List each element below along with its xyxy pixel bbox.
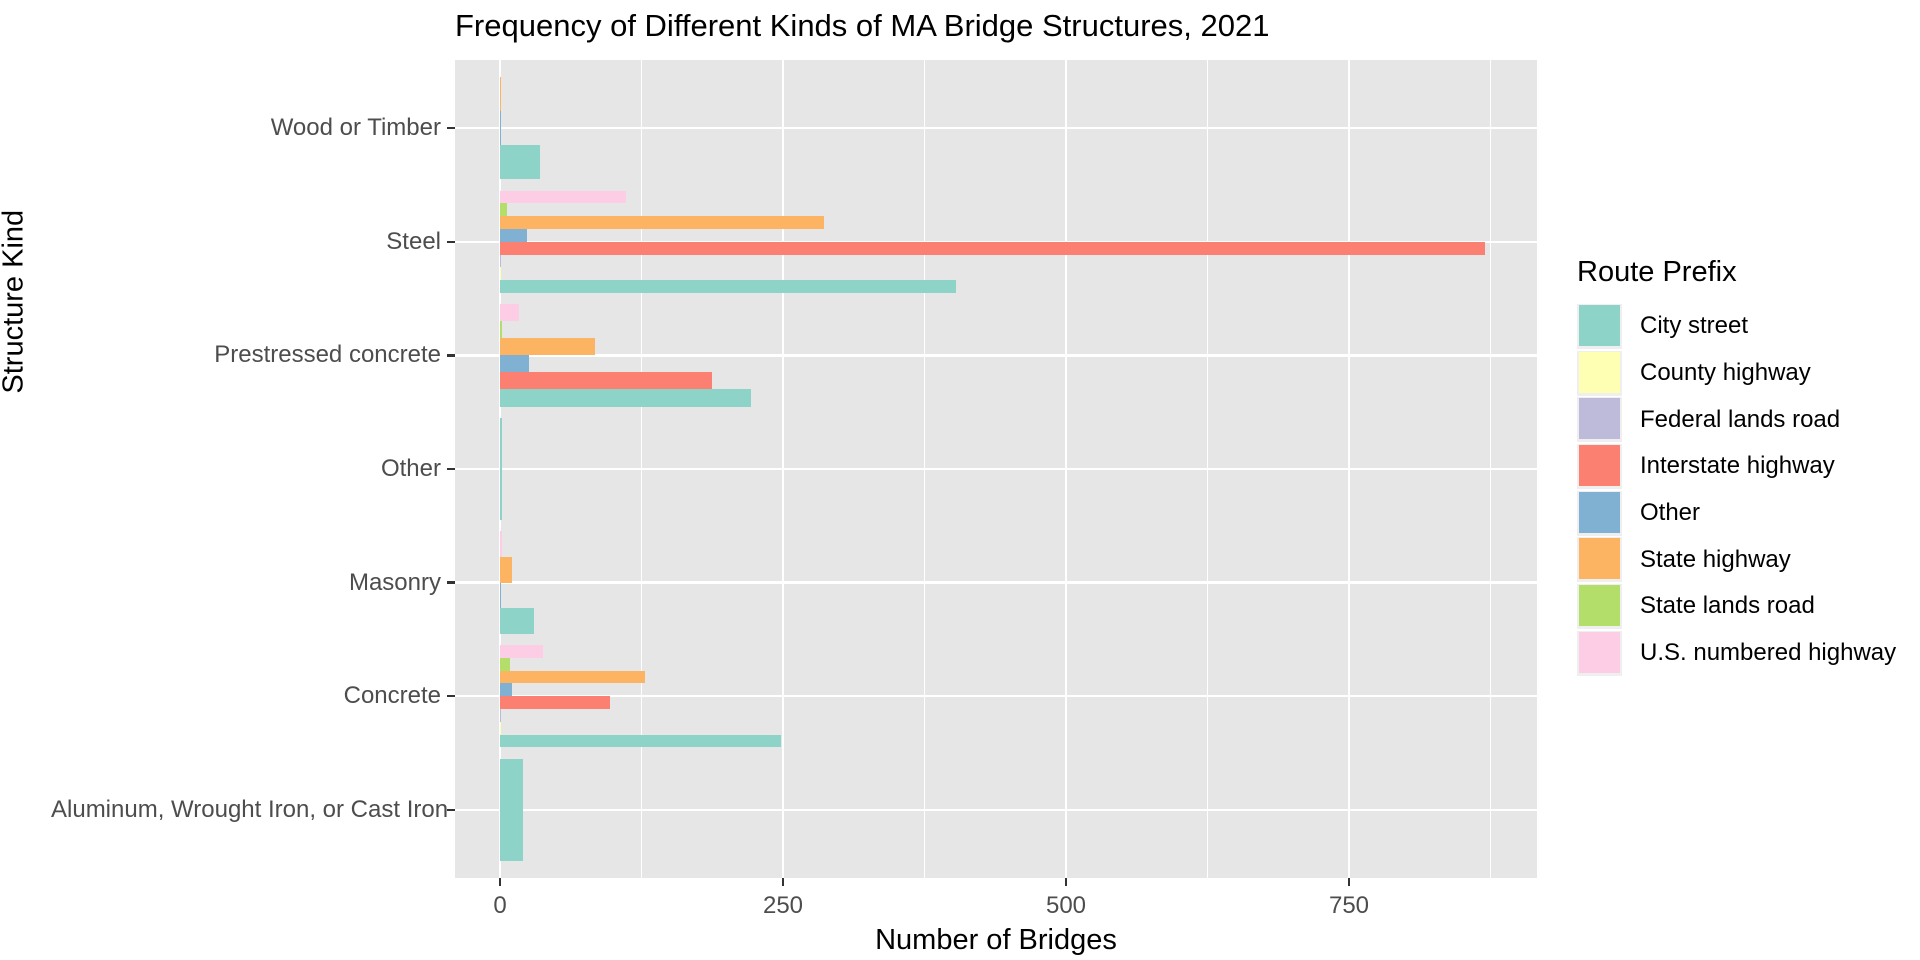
y-tick [447, 126, 455, 130]
bar-prestressed-concrete-u-s-numbered-highway [500, 304, 520, 322]
legend-label-u-s-numbered-highway: U.S. numbered highway [1640, 639, 1897, 667]
legend-item-state-highway: State highway [1577, 536, 1791, 583]
x-tick-label-500: 500 [1045, 892, 1087, 919]
x-tick [1347, 878, 1351, 886]
y-tick-label-masonry: Masonry [348, 568, 441, 596]
legend-item-u-s-numbered-highway: U.S. numbered highway [1577, 630, 1896, 677]
bar-masonry-u-s-numbered-highway [500, 531, 503, 558]
bar-concrete-other [500, 683, 513, 697]
category-gridline [455, 467, 1537, 471]
legend-item-federal-lands-road: Federal lands road [1577, 396, 1840, 443]
chart-title: Frequency of Different Kinds of MA Bridg… [455, 8, 1270, 43]
bar-wood-or-timber-other [500, 111, 502, 146]
x-axis-title: Number of Bridges [875, 924, 1117, 956]
x-tick-label-750: 750 [1328, 892, 1370, 919]
y-tick-label-concrete: Concrete [343, 682, 441, 710]
category-gridline [455, 126, 1537, 130]
legend-label-federal-lands-road: Federal lands road [1640, 405, 1841, 433]
legend-label-interstate-highway: Interstate highway [1640, 452, 1835, 480]
x-tick [781, 878, 785, 886]
bar-concrete-interstate-highway [500, 696, 610, 709]
bar-steel-other [500, 228, 528, 242]
y-tick [447, 694, 455, 698]
y-tick [447, 581, 455, 584]
category-gridline [455, 354, 1537, 357]
bar-steel-u-s-numbered-highway [500, 190, 626, 204]
bar-steel-county-highway [500, 267, 502, 281]
legend-swatch-state-lands-road [1579, 585, 1620, 627]
bar-aluminum-wrought-iron-or-cast-iron-city-street [500, 758, 523, 861]
legend-swatch-federal-lands-road [1579, 398, 1620, 440]
bar-masonry-city-street [500, 608, 534, 634]
y-axis-title: Structure Kind [0, 209, 30, 394]
bar-concrete-federal-lands-road [500, 709, 502, 722]
bar-prestressed-concrete-interstate-highway [500, 372, 712, 390]
y-tick-label-steel: Steel [386, 227, 441, 255]
bar-wood-or-timber-state-highway [500, 77, 502, 112]
y-tick [447, 240, 455, 244]
bar-prestressed-concrete-other [500, 355, 530, 373]
bar-wood-or-timber-city-street [500, 145, 540, 180]
bar-other-city-street [500, 417, 503, 521]
y-tick [447, 467, 455, 471]
bar-steel-federal-lands-road [500, 254, 502, 268]
legend-swatch-interstate-highway [1579, 445, 1620, 487]
legend-label-county-highway: County highway [1640, 359, 1811, 387]
bar-masonry-other [500, 582, 502, 609]
legend-item-city-street: City street [1577, 303, 1748, 350]
bar-steel-state-lands-road [500, 203, 507, 217]
x-tick-label-250: 250 [762, 892, 804, 919]
bar-steel-city-street [500, 280, 957, 293]
y-tick [447, 808, 455, 812]
legend-swatch-city-street [1579, 305, 1620, 346]
legend-item-interstate-highway: Interstate highway [1577, 443, 1835, 490]
category-gridline [455, 694, 1537, 698]
legend: Route Prefix City street County highway Fe… [1577, 256, 1896, 677]
y-tick-label-aluminum-wrought-iron-or-cast-iron: Aluminum, Wrought Iron, or Cast Iron [51, 795, 449, 823]
bar-steel-interstate-highway [500, 241, 1485, 255]
legend-item-county-highway: County highway [1577, 350, 1811, 397]
x-tick [498, 878, 502, 886]
bar-prestressed-concrete-state-lands-road [500, 321, 503, 339]
bar-steel-state-highway [500, 216, 824, 229]
bar-prestressed-concrete-state-highway [500, 338, 596, 356]
bar-concrete-state-highway [500, 670, 645, 684]
legend-swatch-state-highway [1579, 538, 1620, 580]
bar-masonry-state-highway [500, 557, 513, 583]
legend-label-other: Other [1640, 499, 1701, 527]
legend-items: City street County highway Federal lands r… [1577, 303, 1896, 677]
y-tick-label-wood-or-timber: Wood or Timber [270, 114, 441, 142]
legend-label-state-highway: State highway [1640, 545, 1791, 573]
bar-concrete-u-s-numbered-highway [500, 645, 544, 658]
legend-swatch-other [1579, 491, 1620, 533]
category-gridline [455, 808, 1537, 812]
bar-concrete-county-highway [500, 721, 502, 735]
legend-item-other: Other [1577, 490, 1737, 537]
legend-label-state-lands-road: State lands road [1640, 592, 1815, 620]
category-gridline [455, 581, 1537, 584]
legend-title: Route Prefix [1577, 256, 1737, 288]
legend-swatch-u-s-numbered-highway [1579, 631, 1620, 673]
plot-panel [455, 60, 1537, 878]
y-tick [447, 354, 455, 357]
x-tick [1064, 878, 1068, 886]
y-tick-label-other: Other [380, 455, 441, 482]
x-tick-label-0: 0 [493, 892, 507, 919]
legend-label-city-street: City street [1640, 312, 1749, 340]
y-tick-label-prestressed-concrete: Prestressed concrete [214, 341, 441, 369]
bar-concrete-city-street [500, 734, 781, 748]
bar-prestressed-concrete-city-street [500, 389, 752, 407]
legend-item-state-lands-road: State lands road [1577, 583, 1815, 630]
bar-concrete-state-lands-road [500, 657, 511, 671]
legend-swatch-county-highway [1579, 351, 1620, 393]
